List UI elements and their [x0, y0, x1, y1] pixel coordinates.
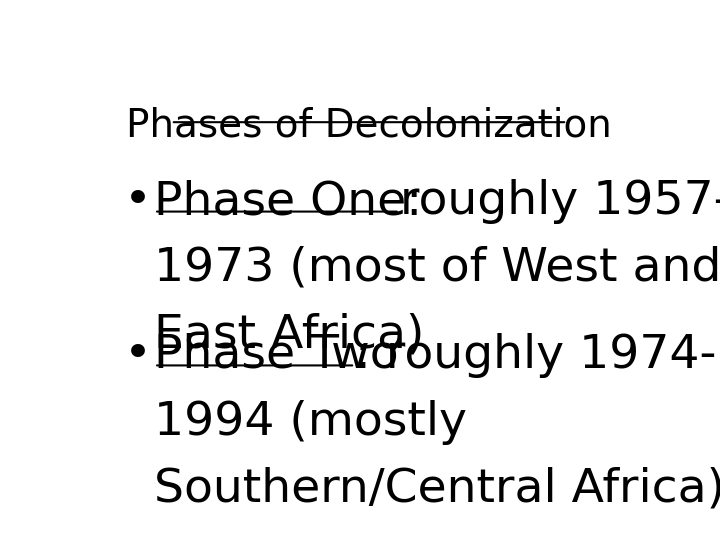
Text: Southern/Central Africa): Southern/Central Africa) [154, 466, 720, 511]
Text: East Africa): East Africa) [154, 312, 425, 357]
Text: : roughly 1974-: : roughly 1974- [355, 333, 716, 378]
Text: roughly 1957-: roughly 1957- [400, 179, 720, 224]
Text: Phases of Decolonization: Phases of Decolonization [126, 106, 612, 144]
Text: Phase Two: Phase Two [154, 333, 399, 378]
Text: •: • [124, 333, 151, 378]
Text: Phase One:: Phase One: [154, 179, 437, 224]
Text: 1973 (most of West and: 1973 (most of West and [154, 246, 720, 291]
Text: 1994 (mostly: 1994 (mostly [154, 400, 467, 444]
Text: •: • [124, 179, 151, 224]
